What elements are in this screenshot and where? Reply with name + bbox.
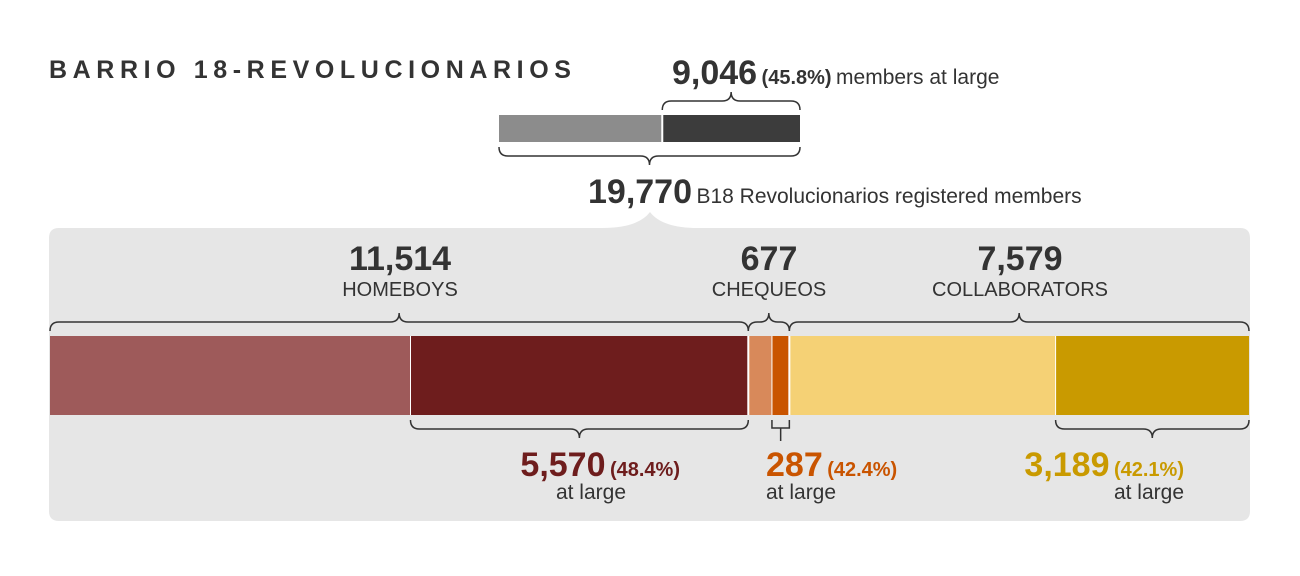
total-members-text: B18 Revolucionarios registered members bbox=[696, 185, 1082, 208]
total-members-brace bbox=[498, 146, 801, 166]
chequeos-group-brace bbox=[747, 312, 791, 332]
chequeos-at-large-brace bbox=[771, 420, 791, 441]
homeboys-in-custody-bar bbox=[50, 336, 411, 415]
total-at-large-bar bbox=[662, 115, 800, 142]
collaborators-at-large-brace bbox=[1054, 419, 1250, 439]
collaborators-at-large-pct: (42.1%) bbox=[1113, 459, 1184, 481]
collaborators-count: 7,579 bbox=[977, 240, 1063, 278]
collaborators-group-brace bbox=[788, 312, 1250, 332]
total-at-large-text: members at large bbox=[836, 66, 1000, 89]
collaborators-label: COLLABORATORS bbox=[932, 279, 1108, 301]
homeboys-header: 11,514 HOMEBOYS bbox=[300, 240, 500, 302]
collaborators-in-custody-bar bbox=[789, 336, 1056, 415]
total-in-custody-bar bbox=[499, 115, 663, 142]
homeboys-at-large: 5,570 (48.4%) at large bbox=[480, 446, 680, 505]
total-members-label: 19,770 B18 Revolucionarios registered me… bbox=[588, 173, 1082, 212]
total-at-large-pct: (45.8%) bbox=[761, 67, 832, 89]
total-at-large-count: 9,046 bbox=[672, 54, 758, 92]
homeboys-label: HOMEBOYS bbox=[342, 279, 458, 301]
homeboys-at-large-count: 5,570 bbox=[520, 446, 606, 484]
chequeos-at-large-text: at large bbox=[766, 481, 837, 504]
chequeos-at-large-count: 287 bbox=[766, 446, 823, 484]
chequeos-in-custody-bar bbox=[748, 336, 772, 415]
collaborators-at-large-count: 3,189 bbox=[1024, 446, 1110, 484]
total-at-large-brace bbox=[661, 91, 801, 111]
chequeos-at-large: 287 (42.4%) at large bbox=[766, 446, 966, 505]
homeboys-group-brace bbox=[49, 312, 750, 332]
collaborators-at-large: 3,189 (42.1%) at large bbox=[984, 446, 1184, 505]
collaborators-header: 7,579 COLLABORATORS bbox=[890, 240, 1150, 302]
collaborators-at-large-text: at large bbox=[1113, 481, 1184, 504]
chart-title: BARRIO 18-REVOLUCIONARIOS bbox=[49, 56, 577, 84]
homeboys-at-large-bar bbox=[410, 336, 749, 415]
homeboys-count: 11,514 bbox=[348, 240, 452, 278]
homeboys-at-large-pct: (48.4%) bbox=[609, 459, 680, 481]
chequeos-at-large-bar bbox=[771, 336, 790, 415]
collaborators-at-large-bar bbox=[1055, 336, 1249, 415]
chequeos-at-large-pct: (42.4%) bbox=[827, 459, 898, 481]
homeboys-at-large-text: at large bbox=[555, 481, 626, 504]
homeboys-at-large-brace bbox=[409, 419, 750, 439]
total-members-count: 19,770 bbox=[588, 173, 692, 211]
chequeos-label: CHEQUEOS bbox=[711, 279, 827, 301]
chequeos-count: 677 bbox=[740, 240, 798, 278]
total-at-large-label: 9,046 (45.8%) members at large bbox=[672, 54, 999, 93]
chequeos-header: 677 CHEQUEOS bbox=[669, 240, 869, 302]
